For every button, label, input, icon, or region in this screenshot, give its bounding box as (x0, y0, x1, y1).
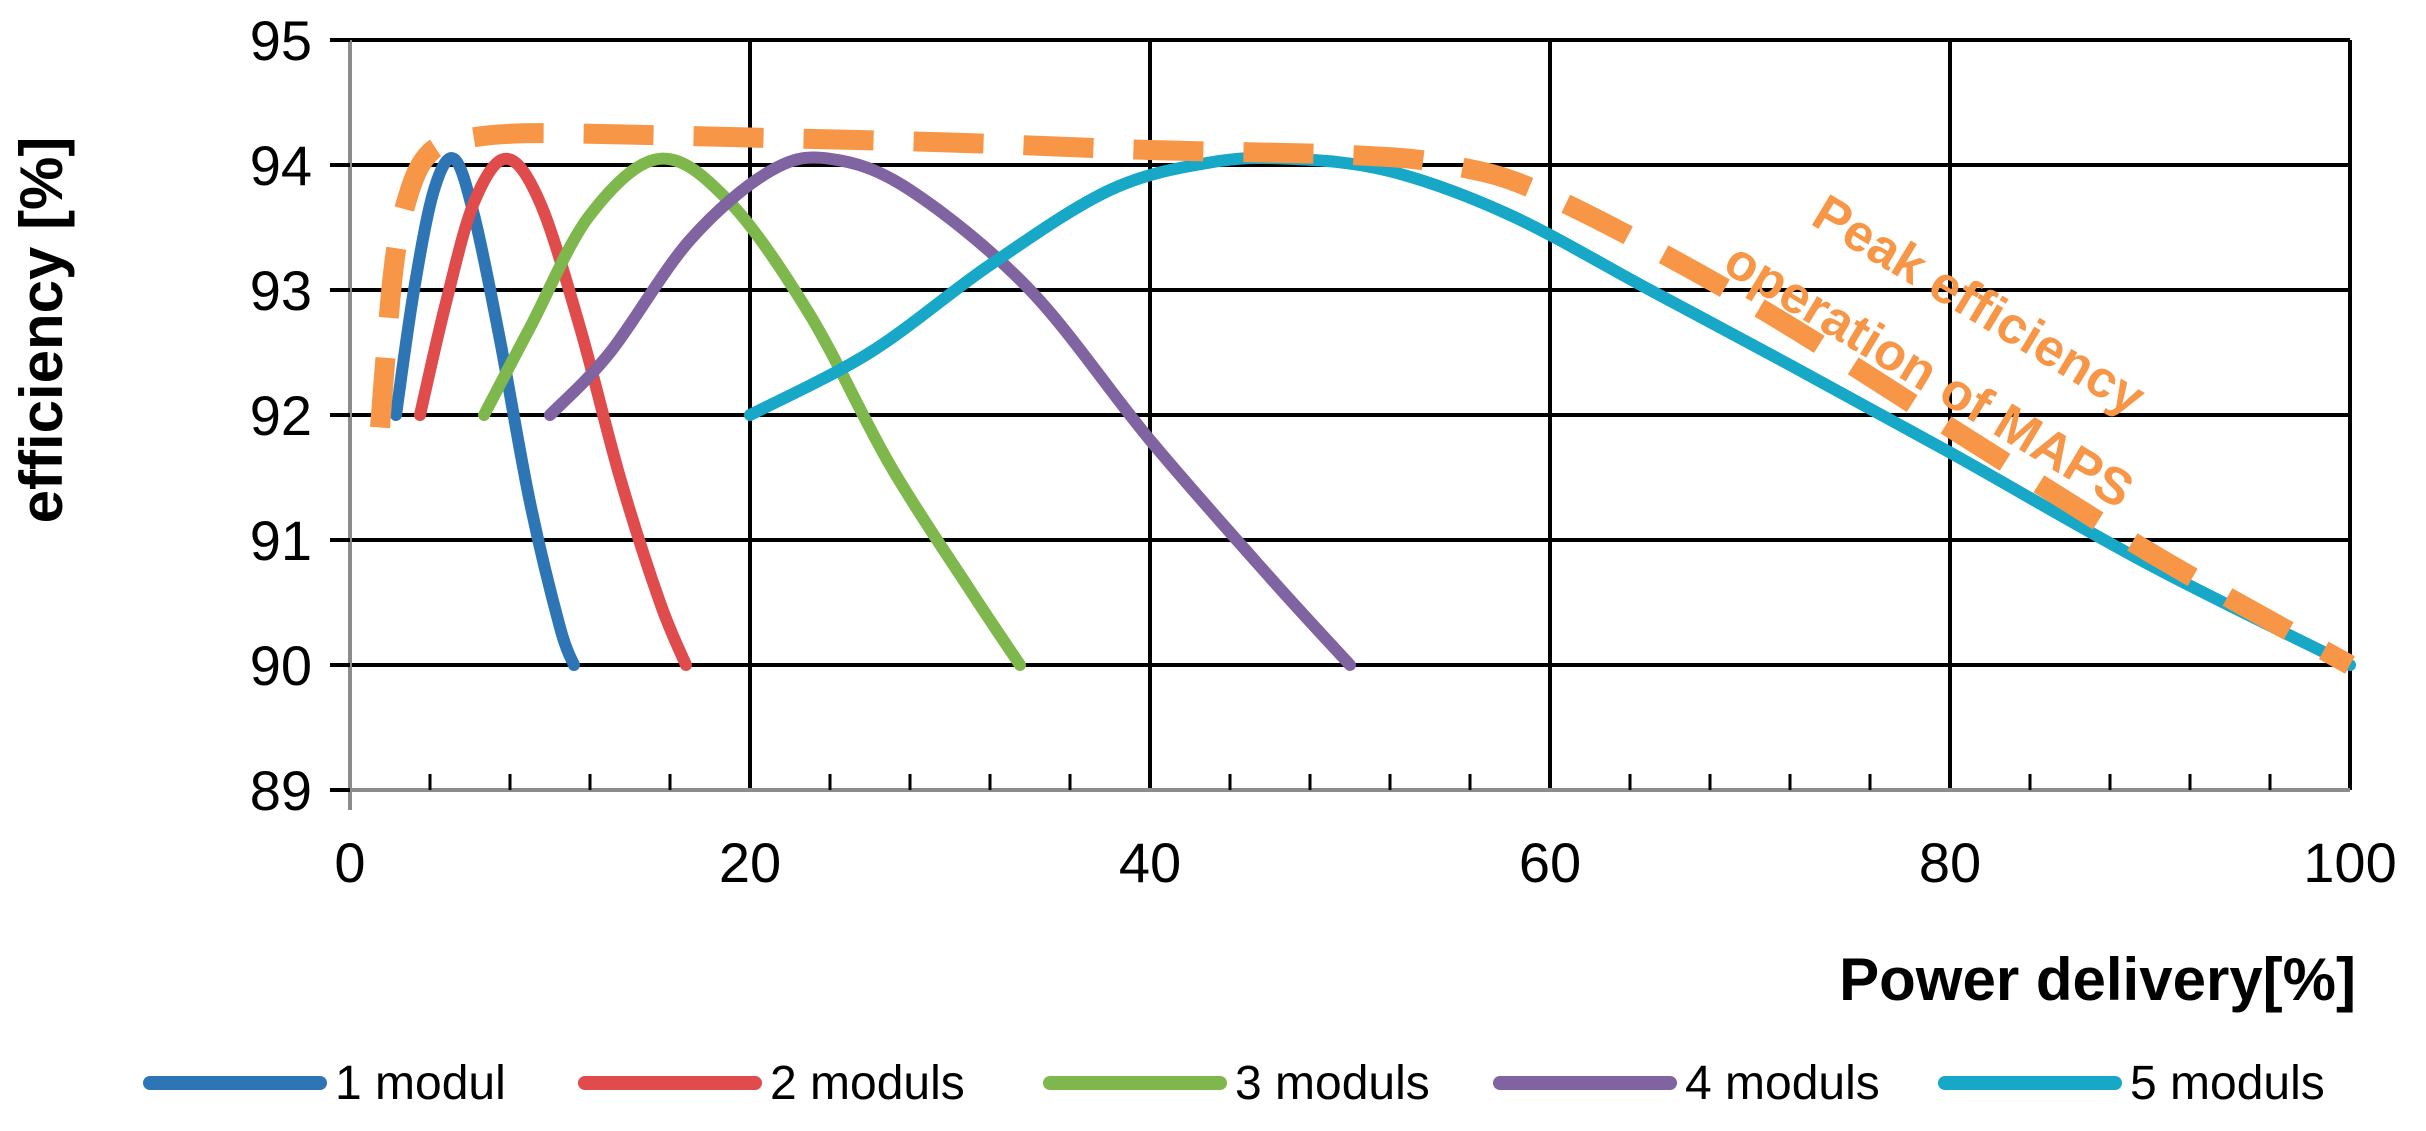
series-line-2 (414, 152, 692, 671)
minor-ticks (330, 38, 2272, 792)
y-tick-label: 93 (250, 259, 312, 322)
x-tick-labels: 0 20 40 60 80 100 (334, 831, 2396, 894)
x-tick-label: 80 (1919, 831, 1981, 894)
y-tick-label: 95 (250, 9, 312, 72)
series-line-3 (478, 152, 1026, 671)
y-tick-label: 94 (250, 134, 312, 197)
legend-label: 2 moduls (770, 1057, 965, 1110)
y-axis-label: efficiency [%] (8, 137, 75, 524)
legend-label: 4 moduls (1685, 1057, 1880, 1110)
legend-label: 3 moduls (1235, 1057, 1430, 1110)
x-axis-label: Power delivery[%] (1839, 946, 2356, 1013)
series-line-1 (390, 152, 580, 671)
x-tick-label: 20 (719, 831, 781, 894)
legend-item: 3 moduls (1043, 1057, 1430, 1110)
y-tick-labels: 89 90 91 92 93 94 95 (250, 9, 312, 822)
axes (330, 40, 2350, 810)
legend-item: 2 moduls (578, 1057, 965, 1110)
x-tick-label: 60 (1519, 831, 1581, 894)
series-line-5 (744, 151, 2356, 671)
legend-label: 5 moduls (2130, 1057, 2325, 1110)
x-tick-label: 0 (334, 831, 365, 894)
legend-item: 4 moduls (1493, 1057, 1880, 1110)
legend-item: 5 moduls (1938, 1057, 2325, 1110)
x-tick-label: 40 (1119, 831, 1181, 894)
series-lines (390, 151, 2356, 671)
series-line-4 (544, 151, 1356, 671)
legend-label: 1 modul (335, 1057, 506, 1110)
y-tick-label: 90 (250, 634, 312, 697)
legend: 1 modul 2 moduls 3 moduls 4 moduls 5 moduls (143, 1057, 2325, 1110)
y-tick-label: 92 (250, 384, 312, 447)
peak-efficiency-envelope-line (370, 123, 2355, 674)
y-tick-label: 91 (250, 509, 312, 572)
legend-item: 1 modul (143, 1057, 506, 1110)
annotation: Peak efficiency operation of MAPS (1714, 184, 2154, 520)
x-tick-label: 100 (2303, 831, 2396, 894)
y-tick-label: 89 (250, 759, 312, 822)
